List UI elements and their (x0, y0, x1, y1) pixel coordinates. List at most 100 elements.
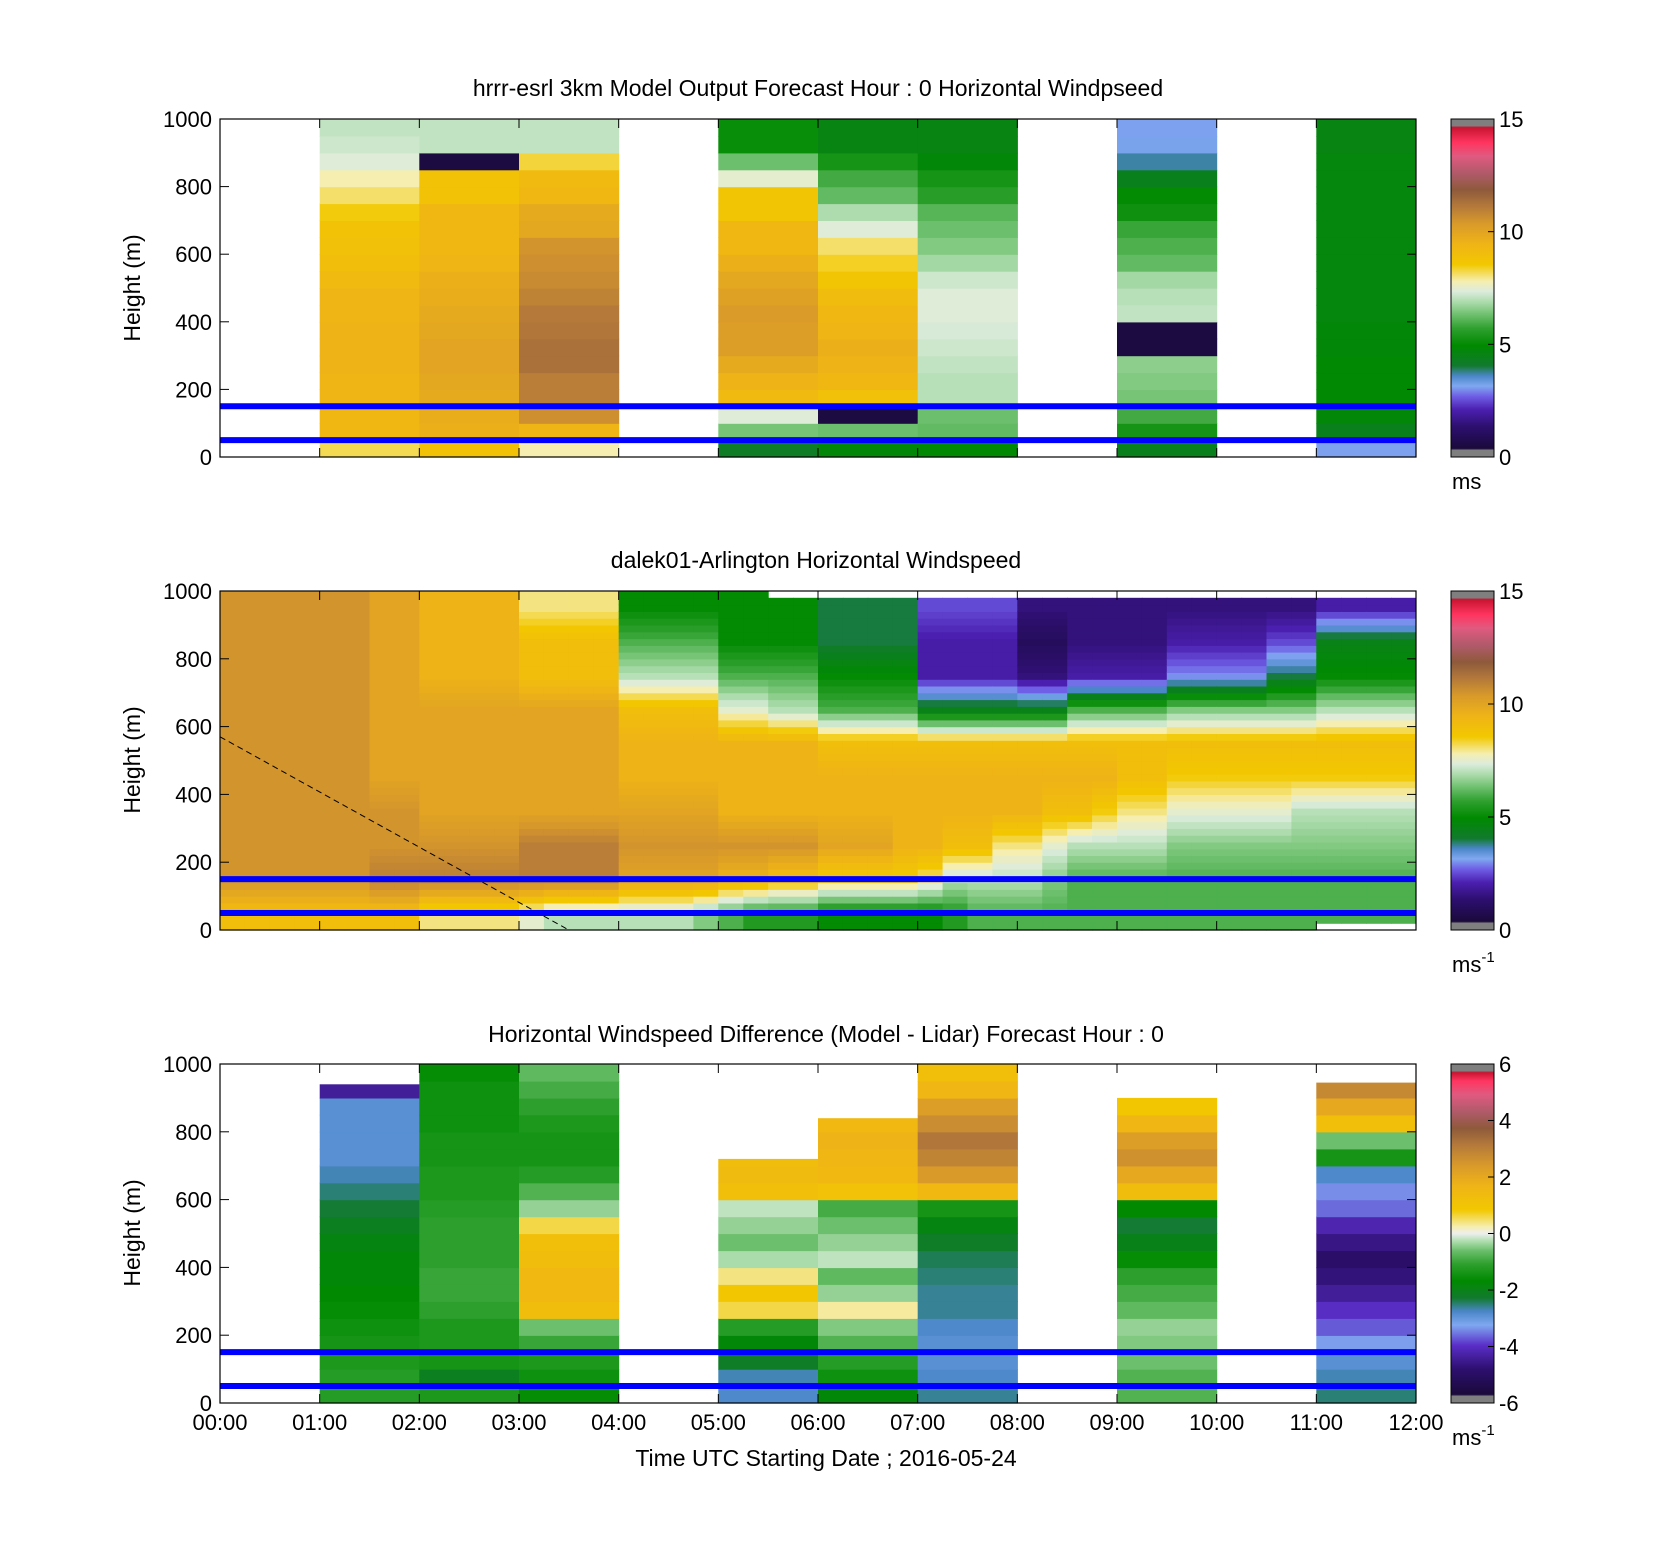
heatmap-cell (917, 1267, 1018, 1285)
heatmap-cell (643, 821, 669, 829)
heatmap-cell (1067, 706, 1093, 714)
heatmap-cell (1241, 828, 1267, 836)
difference-panel-title: Horizontal Windspeed Difference (Model -… (488, 1021, 1164, 1047)
heatmap-cell (519, 699, 545, 707)
heatmap-cell (768, 618, 794, 626)
heatmap-cell (992, 753, 1018, 762)
heatmap-cell (867, 767, 894, 775)
heatmap-cell (494, 862, 520, 870)
heatmap-cell (1067, 882, 1093, 890)
heatmap-cell (1341, 808, 1367, 816)
heatmap-cell (419, 848, 445, 856)
heatmap-cell (244, 889, 271, 897)
heatmap-cell (867, 692, 894, 701)
heatmap-cell (818, 1118, 919, 1133)
heatmap-cell (394, 753, 420, 762)
heatmap-cell (369, 597, 395, 606)
heatmap-cell (768, 855, 794, 863)
heatmap-cell (1141, 780, 1168, 789)
heatmap-cell (693, 855, 719, 863)
heatmap-cell (1341, 611, 1367, 619)
heatmap-cell (1216, 862, 1243, 870)
heatmap-cell (643, 889, 669, 897)
heatmap-cell (1216, 835, 1243, 843)
heatmap-cell (1316, 1216, 1417, 1235)
heatmap-cell (693, 780, 719, 789)
heatmap-cell (1366, 821, 1392, 829)
heatmap-cell (967, 916, 993, 924)
heatmap-cell (319, 1318, 420, 1336)
heatmap-cell (1017, 869, 1043, 877)
heatmap-cell (568, 679, 595, 687)
heatmap-cell (1067, 821, 1093, 829)
x-tick-label: 02:00 (392, 1410, 447, 1435)
x-tick-label: 09:00 (1089, 1410, 1144, 1435)
heatmap-cell (419, 685, 445, 694)
heatmap-cell (244, 618, 271, 626)
heatmap-cell (319, 916, 346, 924)
heatmap-cell (419, 631, 445, 640)
heatmap-cell (1216, 692, 1243, 701)
heatmap-cell (818, 1250, 919, 1269)
heatmap-cell (1316, 631, 1342, 640)
heatmap-cell (1391, 828, 1417, 836)
heatmap-cell (693, 699, 719, 707)
heatmap-cell (992, 645, 1018, 653)
heatmap-cell (369, 862, 395, 870)
heatmap-cell (519, 923, 545, 931)
colorbar-tick-label: 4 (1499, 1109, 1511, 1134)
heatmap-cell (593, 706, 620, 714)
heatmap-cell (1067, 848, 1093, 856)
heatmap-cell (1316, 1182, 1417, 1201)
heatmap-cell (294, 862, 321, 870)
heatmap-cell (1141, 706, 1168, 714)
heatmap-cell (269, 665, 296, 673)
heatmap-cell (718, 611, 744, 619)
heatmap-cell (917, 135, 1018, 154)
heatmap-cell (294, 685, 321, 694)
heatmap-cell (693, 631, 719, 640)
heatmap-cell (419, 1182, 520, 1201)
heatmap-cell (942, 787, 968, 795)
heatmap-cell (818, 760, 844, 768)
heatmap-cell (369, 923, 395, 931)
heatmap-cell (568, 808, 595, 816)
heatmap-cell (1316, 169, 1417, 188)
heatmap-cell (818, 624, 844, 633)
heatmap-cell (1291, 597, 1317, 606)
heatmap-cell (419, 1335, 520, 1353)
model-x-ticks (219, 119, 1417, 457)
heatmap-cell (469, 746, 495, 755)
heatmap-cell (743, 841, 769, 850)
heatmap-cell (842, 828, 869, 836)
heatmap-cell (444, 665, 470, 673)
heatmap-cell (1241, 685, 1267, 694)
heatmap-cell (519, 882, 545, 890)
heatmap-cell (1391, 611, 1417, 619)
heatmap-cell (494, 801, 520, 809)
heatmap-cell (1341, 801, 1367, 809)
heatmap-cell (618, 597, 645, 606)
heatmap-cell (693, 624, 719, 633)
heatmap-cell (1241, 658, 1267, 667)
heatmap-cell (344, 828, 370, 836)
heatmap-cell (1017, 692, 1043, 701)
heatmap-cell (220, 794, 246, 802)
heatmap-cell (244, 767, 271, 775)
heatmap-cell (718, 645, 744, 653)
heatmap-cell (1067, 672, 1093, 680)
heatmap-cell (543, 638, 570, 646)
lidar-x-ticks (219, 591, 1417, 930)
heatmap-cell (1092, 679, 1118, 687)
heatmap-cell (1117, 746, 1143, 755)
heatmap-cell (344, 672, 370, 680)
heatmap-cell (494, 692, 520, 701)
heatmap-cell (1266, 685, 1292, 694)
heatmap-cell (668, 889, 694, 897)
heatmap-cell (419, 203, 520, 221)
heatmap-cell (917, 304, 1018, 323)
heatmap-cell (818, 665, 844, 673)
heatmap-cell (469, 760, 495, 768)
heatmap-cell (319, 624, 346, 633)
heatmap-cell (1241, 889, 1267, 897)
